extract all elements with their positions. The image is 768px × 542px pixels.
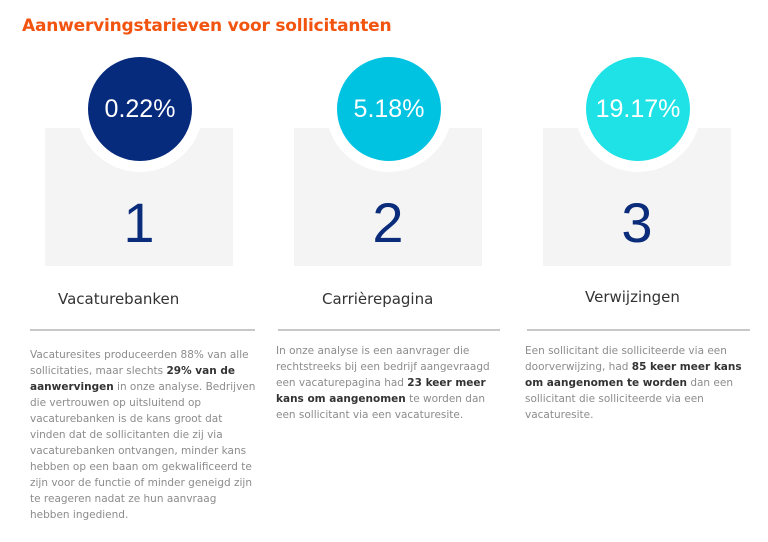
percent-circle: 0.22% [88,57,192,161]
step-number: 2 [372,191,404,254]
divider [527,329,750,331]
divider [30,329,255,331]
column-text: Een sollicitant die solliciteerde via ee… [525,345,742,421]
column-heading: Verwijzingen [585,288,680,306]
column-verwijzingen: 19.17% 3 Verwijzingen Een sollicitant di… [525,0,768,542]
column-text: Vacaturesites produceerden 88% van alle … [30,349,256,521]
page-title: Aanwervingstarieven voor sollicitanten [22,16,392,36]
column-carrierepagina: 5.18% 2 Carrièrepagina In onze analyse i… [276,0,544,542]
percent-circle: 19.17% [586,57,690,161]
column-heading: Vacaturebanken [58,290,180,308]
percent-circle: 5.18% [337,57,441,161]
column-vacaturebanken: 0.22% 1 Vacaturebanken Vacaturesites pro… [30,0,295,542]
step-number: 1 [123,191,155,254]
divider [278,329,500,331]
column-heading: Carrièrepagina [322,290,434,308]
column-text: In onze analyse is een aanvrager die rec… [276,345,490,421]
step-number: 3 [621,191,653,254]
